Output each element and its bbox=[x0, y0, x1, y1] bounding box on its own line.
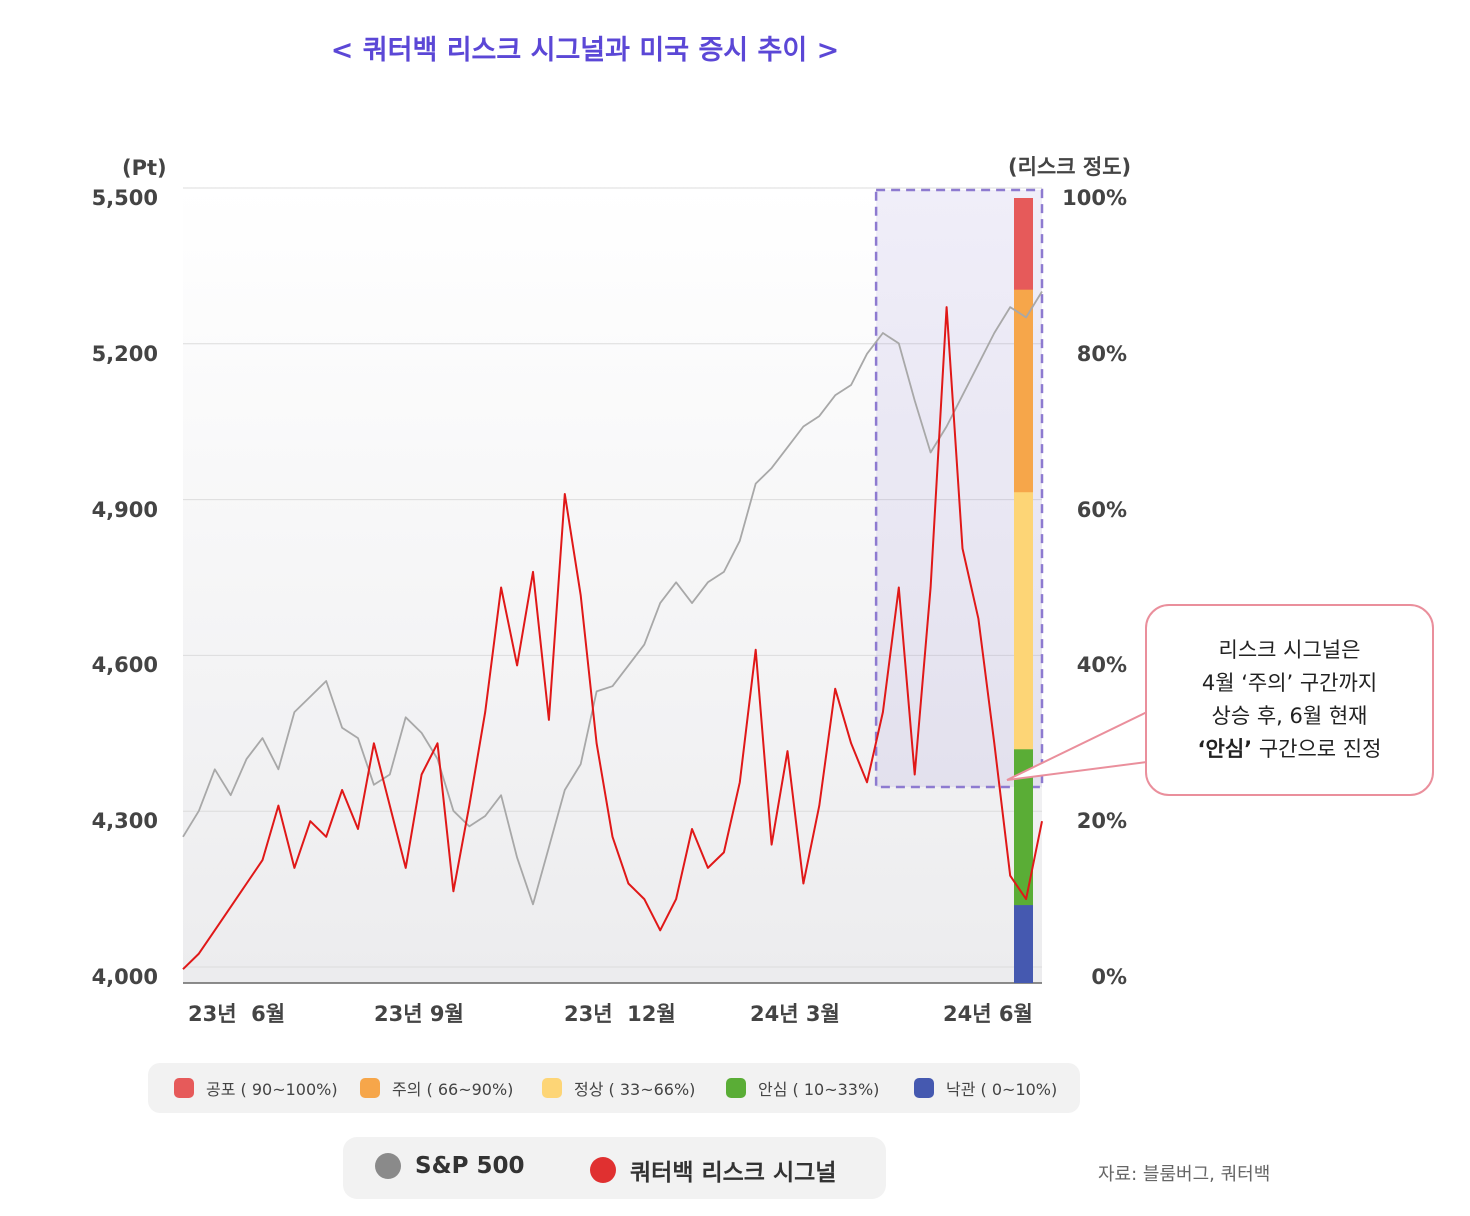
y-left-tick-label: 4,900 bbox=[91, 497, 158, 522]
y-left-tick-label: 4,600 bbox=[91, 653, 158, 678]
sp500-line bbox=[182, 291, 1043, 906]
callout-box: 리스크 시그널은 4월 ‘주의’ 구간까지 상승 후, 6월 현재 ‘안심’ 구… bbox=[1145, 604, 1434, 796]
y-left-tick-label: 4,000 bbox=[91, 965, 158, 989]
chart-title: < 쿼터백 리스크 시그널과 미국 증시 추이 > bbox=[330, 35, 840, 66]
risk-legend-swatch bbox=[360, 1078, 380, 1098]
y-right-tick-label: 40% bbox=[1076, 653, 1127, 678]
risk-legend-label: 낙관 ( 0~10%) bbox=[946, 1080, 1058, 1099]
risk-legend-fear: 공포 ( 90~100%) bbox=[174, 1076, 338, 1100]
y-right-tick-label: 100% bbox=[1062, 186, 1127, 210]
risk-level-legend: 공포 ( 90~100%) 주의 ( 66~90%) 정상 ( 33~66%) … bbox=[148, 1063, 1080, 1113]
legend-sp500: S&P 500 bbox=[375, 1153, 525, 1179]
risk-band bbox=[1014, 486, 1033, 750]
risk-legend-label: 정상 ( 33~66%) bbox=[574, 1080, 696, 1099]
risk-legend-relief: 안심 ( 10~33%) bbox=[726, 1076, 879, 1100]
legend-risk-signal: 쿼터백 리스크 시그널 bbox=[590, 1153, 836, 1187]
risk-legend-normal: 정상 ( 33~66%) bbox=[542, 1076, 695, 1100]
x-tick-label: 24년 6월 bbox=[943, 1002, 1033, 1026]
risk-legend-swatch bbox=[542, 1078, 562, 1098]
legend-label: S&P 500 bbox=[415, 1153, 525, 1179]
risk-legend-label: 안심 ( 10~33%) bbox=[758, 1080, 880, 1099]
callout-line-1: 리스크 시그널은 bbox=[1218, 638, 1361, 662]
right-axis-unit: (리스크 정도) bbox=[1008, 155, 1132, 179]
risk-legend-label: 공포 ( 90~100%) bbox=[206, 1080, 338, 1099]
x-tick-label: 23년 12월 bbox=[564, 1002, 676, 1026]
y-left-tick-label: 5,200 bbox=[91, 341, 158, 366]
y-left-tick-label: 5,500 bbox=[91, 186, 158, 210]
legend-dot bbox=[590, 1157, 616, 1183]
x-tick-label: 23년 6월 bbox=[188, 1002, 286, 1026]
risk-legend-swatch bbox=[914, 1078, 934, 1098]
series-legend: S&P 500 쿼터백 리스크 시그널 bbox=[343, 1137, 886, 1199]
callout-line-4-rest: 구간으로 진정 bbox=[1252, 737, 1382, 761]
y-right-tick-label: 20% bbox=[1076, 809, 1127, 834]
risk-legend-label: 주의 ( 66~90%) bbox=[392, 1080, 514, 1099]
risk-signal-line bbox=[182, 306, 1043, 970]
x-tick-label: 24년 3월 bbox=[750, 1002, 840, 1026]
x-tick-label: 23년 9월 bbox=[374, 1002, 464, 1026]
y-right-tick-label: 60% bbox=[1076, 497, 1127, 522]
callout-line-2: 4월 ‘주의’ 구간까지 bbox=[1201, 671, 1378, 695]
callout-line-4-bold: ‘안심’ bbox=[1197, 737, 1253, 761]
y-left-tick-label: 4,300 bbox=[91, 809, 158, 834]
risk-band bbox=[1014, 198, 1033, 290]
plot-background bbox=[183, 186, 1042, 983]
legend-dot bbox=[375, 1153, 401, 1179]
risk-legend-optimism: 낙관 ( 0~10%) bbox=[914, 1076, 1057, 1100]
left-axis-unit: (Pt) bbox=[122, 156, 167, 180]
y-right-tick-label: 0% bbox=[1091, 965, 1127, 989]
legend-label: 쿼터백 리스크 시그널 bbox=[630, 1160, 837, 1186]
risk-legend-swatch bbox=[726, 1078, 746, 1098]
risk-legend-caution: 주의 ( 66~90%) bbox=[360, 1076, 513, 1100]
callout-line-3: 상승 후, 6월 현재 bbox=[1211, 704, 1368, 728]
risk-band bbox=[1014, 743, 1033, 906]
risk-legend-swatch bbox=[174, 1078, 194, 1098]
source-note: 자료: 블룸버그, 쿼터백 bbox=[1098, 1164, 1271, 1185]
risk-band bbox=[1014, 899, 1033, 983]
y-right-tick-label: 80% bbox=[1076, 341, 1127, 366]
risk-band bbox=[1014, 283, 1033, 493]
